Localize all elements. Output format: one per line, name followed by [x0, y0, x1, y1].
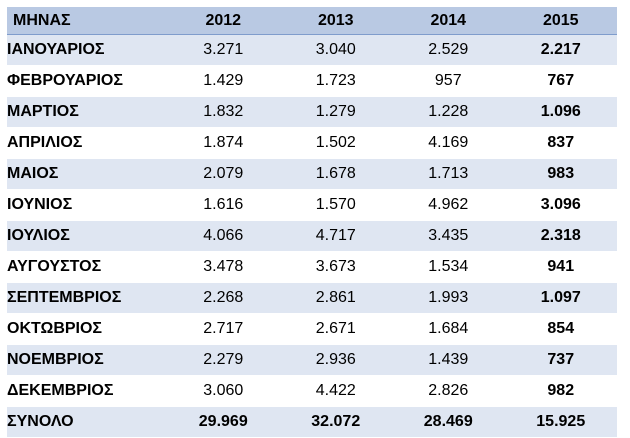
value-cell: 2.671: [279, 313, 392, 345]
header-year-2012: 2012: [167, 7, 280, 35]
month-cell: ΙΟΥΝΙΟΣ: [7, 189, 167, 221]
value-cell: 767: [504, 65, 617, 97]
value-cell: 3.060: [167, 375, 280, 407]
value-cell: 3.478: [167, 251, 280, 283]
value-cell: 737: [504, 344, 617, 376]
value-cell: 1.279: [279, 96, 392, 128]
value-cell: 2.079: [167, 158, 280, 190]
value-cell: 3.096: [504, 189, 617, 221]
value-cell: 2.318: [504, 220, 617, 252]
header-row: ΜΗΝΑΣ 2012 2013 2014 2015: [7, 7, 617, 35]
total-value: 29.969: [167, 406, 280, 438]
table-row: ΣΕΠΤΕΜΒΡΙΟΣ 2.268 2.861 1.993 1.097: [7, 282, 617, 314]
value-cell: 4.169: [392, 127, 505, 159]
value-cell: 983: [504, 158, 617, 190]
value-cell: 4.066: [167, 220, 280, 252]
value-cell: 1.570: [279, 189, 392, 221]
value-cell: 1.723: [279, 65, 392, 97]
month-cell: ΜΑΙΟΣ: [7, 158, 167, 190]
value-cell: 1.684: [392, 313, 505, 345]
value-cell: 2.826: [392, 375, 505, 407]
table-row: ΦΕΒΡΟΥΑΡΙΟΣ 1.429 1.723 957 767: [7, 65, 617, 97]
table-row: ΙΑΝΟΥΑΡΙΟΣ 3.271 3.040 2.529 2.217: [7, 34, 617, 66]
table-body: ΙΑΝΟΥΑΡΙΟΣ 3.271 3.040 2.529 2.217 ΦΕΒΡΟΥΑΡΙΟ…: [7, 34, 617, 438]
value-cell: 837: [504, 127, 617, 159]
value-cell: 1.534: [392, 251, 505, 283]
table-row: ΟΚΤΩΒΡΙΟΣ 2.717 2.671 1.684 854: [7, 313, 617, 345]
value-cell: 3.673: [279, 251, 392, 283]
total-value: 28.469: [392, 406, 505, 438]
table-row: ΜΑΡΤΙΟΣ 1.832 1.279 1.228 1.096: [7, 96, 617, 128]
month-cell: ΝΟΕΜΒΡΙΟΣ: [7, 344, 167, 376]
value-cell: 941: [504, 251, 617, 283]
table-row: ΙΟΥΝΙΟΣ 1.616 1.570 4.962 3.096: [7, 189, 617, 221]
month-cell: ΔΕΚΕΜΒΡΙΟΣ: [7, 375, 167, 407]
value-cell: 1.713: [392, 158, 505, 190]
value-cell: 2.861: [279, 282, 392, 314]
value-cell: 1.096: [504, 96, 617, 128]
month-cell: ΑΠΡΙΛΙΟΣ: [7, 127, 167, 159]
value-cell: 1.502: [279, 127, 392, 159]
page: ΜΗΝΑΣ 2012 2013 2014 2015 ΙΑΝΟΥΑΡΙΟΣ 3.27…: [7, 7, 617, 438]
table-row: ΝΟΕΜΒΡΙΟΣ 2.279 2.936 1.439 737: [7, 344, 617, 376]
total-label: ΣΥΝΟΛΟ: [7, 406, 167, 438]
table-row: ΔΕΚΕΜΒΡΙΟΣ 3.060 4.422 2.826 982: [7, 375, 617, 407]
value-cell: 1.097: [504, 282, 617, 314]
month-cell: ΦΕΒΡΟΥΑΡΙΟΣ: [7, 65, 167, 97]
value-cell: 1.832: [167, 96, 280, 128]
month-cell: ΙΑΝΟΥΑΡΙΟΣ: [7, 34, 167, 66]
value-cell: 982: [504, 375, 617, 407]
month-cell: ΙΟΥΛΙΟΣ: [7, 220, 167, 252]
month-cell: ΟΚΤΩΒΡΙΟΣ: [7, 313, 167, 345]
value-cell: 1.616: [167, 189, 280, 221]
month-cell: ΑΥΓΟΥΣΤΟΣ: [7, 251, 167, 283]
table-row: ΜΑΙΟΣ 2.079 1.678 1.713 983: [7, 158, 617, 190]
header-year-2013: 2013: [279, 7, 392, 35]
value-cell: 1.678: [279, 158, 392, 190]
total-value: 15.925: [504, 406, 617, 438]
header-year-2015: 2015: [504, 7, 617, 35]
value-cell: 4.717: [279, 220, 392, 252]
value-cell: 2.217: [504, 34, 617, 66]
value-cell: 2.936: [279, 344, 392, 376]
total-value: 32.072: [279, 406, 392, 438]
value-cell: 1.228: [392, 96, 505, 128]
month-cell: ΜΑΡΤΙΟΣ: [7, 96, 167, 128]
value-cell: 2.529: [392, 34, 505, 66]
value-cell: 4.422: [279, 375, 392, 407]
total-row: ΣΥΝΟΛΟ 29.969 32.072 28.469 15.925: [7, 406, 617, 438]
value-cell: 1.874: [167, 127, 280, 159]
table-row: ΙΟΥΛΙΟΣ 4.066 4.717 3.435 2.318: [7, 220, 617, 252]
monthly-data-table: ΜΗΝΑΣ 2012 2013 2014 2015 ΙΑΝΟΥΑΡΙΟΣ 3.27…: [7, 7, 617, 438]
table-row: ΑΥΓΟΥΣΤΟΣ 3.478 3.673 1.534 941: [7, 251, 617, 283]
table-row: ΑΠΡΙΛΙΟΣ 1.874 1.502 4.169 837: [7, 127, 617, 159]
value-cell: 1.993: [392, 282, 505, 314]
value-cell: 4.962: [392, 189, 505, 221]
value-cell: 854: [504, 313, 617, 345]
header-month: ΜΗΝΑΣ: [7, 7, 167, 35]
value-cell: 3.271: [167, 34, 280, 66]
value-cell: 1.439: [392, 344, 505, 376]
value-cell: 2.268: [167, 282, 280, 314]
value-cell: 3.435: [392, 220, 505, 252]
value-cell: 1.429: [167, 65, 280, 97]
value-cell: 957: [392, 65, 505, 97]
header-year-2014: 2014: [392, 7, 505, 35]
value-cell: 2.717: [167, 313, 280, 345]
value-cell: 3.040: [279, 34, 392, 66]
month-cell: ΣΕΠΤΕΜΒΡΙΟΣ: [7, 282, 167, 314]
value-cell: 2.279: [167, 344, 280, 376]
